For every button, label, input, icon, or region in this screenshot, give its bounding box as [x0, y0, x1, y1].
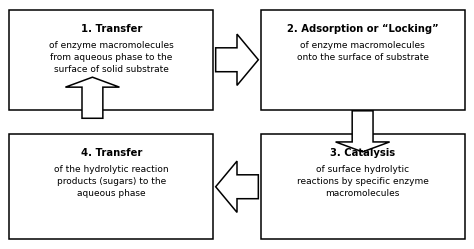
Text: of enzyme macromolecules
from aqueous phase to the
surface of solid substrate: of enzyme macromolecules from aqueous ph… [49, 41, 174, 74]
Text: 4. Transfer: 4. Transfer [81, 148, 142, 158]
Polygon shape [216, 34, 258, 85]
Bar [9, 134, 213, 239]
Text: of enzyme macromolecules
onto the surface of substrate: of enzyme macromolecules onto the surfac… [297, 41, 428, 62]
Text: 3. Catalysis: 3. Catalysis [330, 148, 395, 158]
Text: of surface hydrolytic
reactions by specific enzyme
macromolecules: of surface hydrolytic reactions by speci… [297, 165, 428, 198]
Bar [9, 10, 213, 110]
Text: 1. Transfer: 1. Transfer [81, 24, 142, 34]
Text: of the hydrolytic reaction
products (sugars) to the
aqueous phase: of the hydrolytic reaction products (sug… [54, 165, 169, 198]
Bar [261, 134, 465, 239]
Polygon shape [65, 77, 119, 118]
Polygon shape [216, 161, 258, 212]
Text: 2. Adsorption or “Locking”: 2. Adsorption or “Locking” [287, 24, 438, 34]
Polygon shape [336, 111, 390, 152]
Bar [261, 10, 465, 110]
